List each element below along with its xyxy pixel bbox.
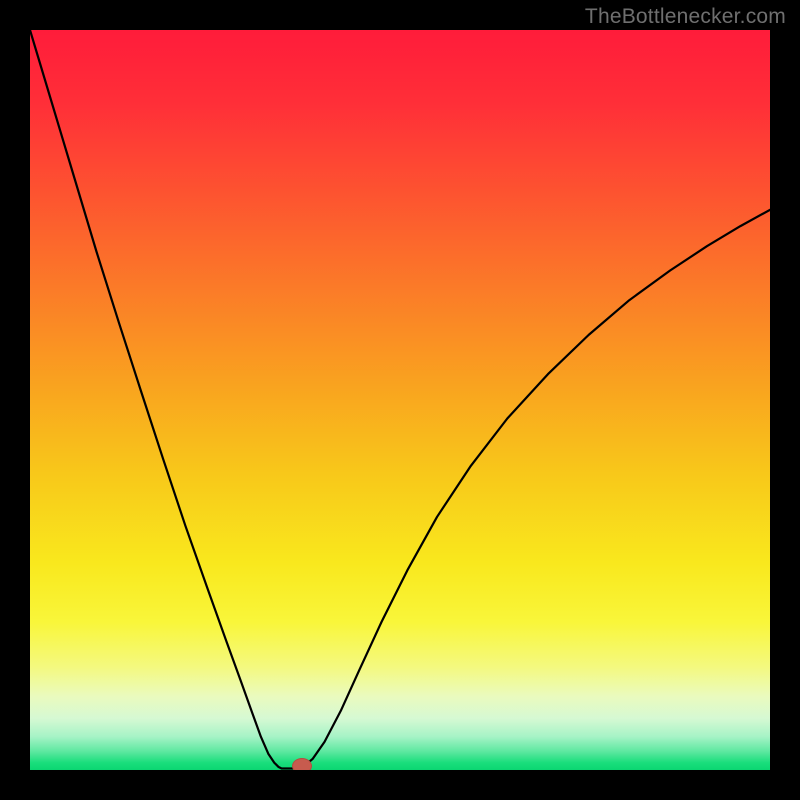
optimal-point-marker — [292, 758, 312, 770]
bottleneck-curve — [30, 30, 770, 770]
watermark-text: TheBottlenecker.com — [585, 5, 786, 29]
plot-area — [30, 30, 770, 770]
